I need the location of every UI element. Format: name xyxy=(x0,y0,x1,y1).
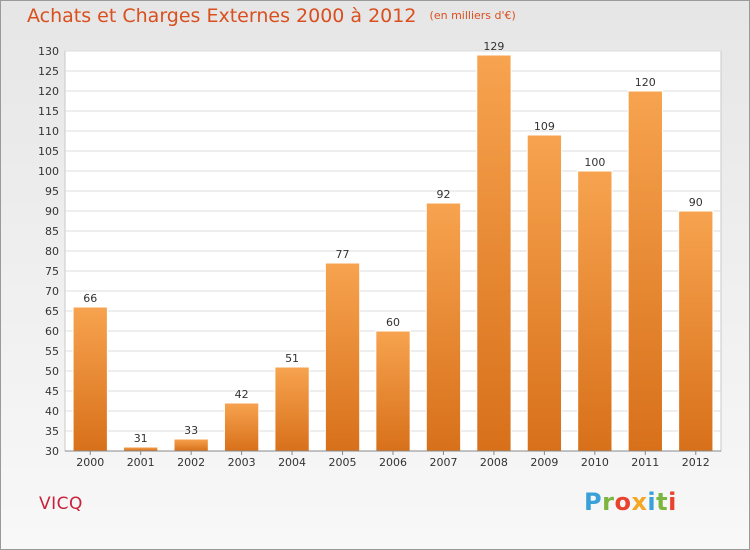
y-tick-label: 115 xyxy=(38,105,59,118)
chart-unit: (en milliers d'€) xyxy=(429,9,516,22)
bar-value-label: 33 xyxy=(184,424,198,437)
bar xyxy=(123,446,159,452)
y-tick-label: 80 xyxy=(45,245,59,258)
y-tick-label: 110 xyxy=(38,125,59,138)
x-tick-label: 2010 xyxy=(581,456,609,469)
y-tick-label: 95 xyxy=(45,185,59,198)
x-tick-label: 2011 xyxy=(631,456,659,469)
bar-value-label: 51 xyxy=(285,352,299,365)
chart-title: Achats et Charges Externes 2000 à 2012 xyxy=(27,5,417,27)
y-tick-label: 40 xyxy=(45,405,59,418)
x-tick-label: 2005 xyxy=(329,456,357,469)
commune-name: VICQ xyxy=(39,494,83,514)
bar xyxy=(274,366,310,452)
bar xyxy=(476,54,512,452)
bar-value-label: 120 xyxy=(635,76,656,89)
x-tick-label: 2000 xyxy=(76,456,104,469)
x-tick-label: 2007 xyxy=(429,456,457,469)
bar-value-label: 129 xyxy=(483,40,504,53)
bar xyxy=(678,210,714,452)
bar xyxy=(324,262,361,452)
brand-letter: i xyxy=(647,488,657,516)
bar-value-label: 77 xyxy=(336,248,350,261)
bar-value-label: 66 xyxy=(83,292,97,305)
title-row: Achats et Charges Externes 2000 à 2012 (… xyxy=(27,5,516,27)
bar xyxy=(425,202,462,452)
x-tick-label: 2006 xyxy=(379,456,407,469)
brand-letter: x xyxy=(631,488,648,516)
y-tick-label: 70 xyxy=(45,285,59,298)
bar xyxy=(627,90,663,452)
x-tick-label: 2009 xyxy=(530,456,558,469)
brand-letter: r xyxy=(602,488,615,516)
y-tick-label: 90 xyxy=(45,205,59,218)
bar xyxy=(526,134,563,452)
x-tick-label: 2012 xyxy=(682,456,710,469)
y-tick-label: 60 xyxy=(45,325,59,338)
bar xyxy=(223,402,260,452)
x-tick-label: 2008 xyxy=(480,456,508,469)
y-tick-label: 105 xyxy=(38,145,59,158)
bar-chart: 30 35 40 45 50 55 60 65 70 75 80 85 90 95 100 105 110 115… xyxy=(38,40,722,469)
x-tick-label: 2002 xyxy=(177,456,205,469)
bar-value-label: 31 xyxy=(134,432,148,445)
y-tick-label: 45 xyxy=(45,385,59,398)
brand-logo: Proxiti xyxy=(584,488,677,516)
y-tick-label: 35 xyxy=(45,425,59,438)
y-tick-label: 30 xyxy=(45,445,59,458)
bar xyxy=(577,170,613,452)
bar-value-label: 92 xyxy=(436,188,450,201)
bar xyxy=(375,330,411,452)
bar-value-label: 42 xyxy=(235,388,249,401)
bar-value-label: 60 xyxy=(386,316,400,329)
y-tick-label: 120 xyxy=(38,85,59,98)
bar-value-label: 100 xyxy=(584,156,605,169)
bar-value-label: 90 xyxy=(689,196,703,209)
y-tick-label: 85 xyxy=(45,225,59,238)
y-tick-label: 55 xyxy=(45,345,59,358)
x-tick-label: 2003 xyxy=(228,456,256,469)
y-tick-label: 75 xyxy=(45,265,59,278)
y-tick-label: 100 xyxy=(38,165,59,178)
x-tick-label: 2004 xyxy=(278,456,306,469)
bar-value-label: 109 xyxy=(534,120,555,133)
y-tick-label: 50 xyxy=(45,365,59,378)
y-tick-label: 125 xyxy=(38,65,59,78)
bar xyxy=(173,438,209,452)
x-tick-label: 2001 xyxy=(127,456,155,469)
brand-letter: P xyxy=(584,488,603,516)
brand-letter: o xyxy=(614,488,632,516)
bar xyxy=(72,306,108,452)
y-tick-label: 130 xyxy=(38,45,59,58)
brand-letter: t xyxy=(656,488,669,516)
y-tick-label: 65 xyxy=(45,305,59,318)
brand-letter: i xyxy=(668,488,677,516)
